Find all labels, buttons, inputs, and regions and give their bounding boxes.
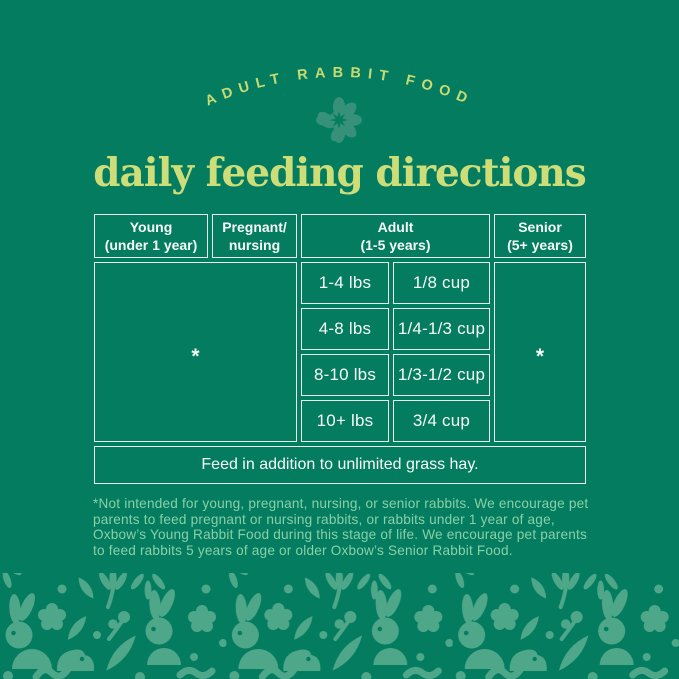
adult-weight-row4: 10+ lbs bbox=[301, 400, 389, 442]
header-pregnant-line2: nursing bbox=[228, 237, 281, 253]
senior-asterisk: * bbox=[535, 345, 545, 368]
adult-amount-row1: 1/8 cup bbox=[393, 262, 490, 304]
column-header-senior: Senior (5+ years) bbox=[494, 214, 586, 258]
adult-weight-row1: 1-4 lbs bbox=[301, 262, 389, 304]
header-pregnant-line1: Pregnant/ bbox=[222, 218, 287, 235]
header-senior-line1: Senior bbox=[518, 218, 562, 235]
adult-amount-row3: 1/3-1/2 cup bbox=[393, 354, 490, 396]
hay-note-cell: Feed in addition to unlimited grass hay. bbox=[94, 446, 586, 484]
header-adult-line2: (1-5 years) bbox=[360, 237, 431, 253]
header-young-line2: (under 1 year) bbox=[104, 237, 198, 253]
adult-amount-row2: 1/4-1/3 cup bbox=[393, 308, 490, 350]
header-young-line1: Young bbox=[129, 218, 173, 235]
column-header-adult: Adult (1-5 years) bbox=[301, 214, 490, 258]
senior-merged-cell: * bbox=[494, 262, 586, 442]
column-header-pregnant-nursing: Pregnant/ nursing bbox=[212, 214, 297, 258]
young-pregnant-asterisk: * bbox=[191, 345, 200, 368]
page-title: daily feeding directions bbox=[93, 150, 586, 196]
rabbit-leaf-pattern-band bbox=[0, 573, 679, 679]
footnote-text: *Not intended for young, pregnant, nursi… bbox=[93, 496, 589, 558]
young-pregnant-merged-cell: * bbox=[94, 262, 297, 442]
feeding-directions-table: Young (under 1 year) Pregnant/ nursing A… bbox=[94, 214, 586, 484]
header-senior-line2: (5+ years) bbox=[507, 237, 573, 253]
adult-amount-row4: 3/4 cup bbox=[393, 400, 490, 442]
flower-rosette-icon bbox=[316, 97, 362, 143]
header-adult-line1: Adult bbox=[377, 218, 414, 235]
column-header-young: Young (under 1 year) bbox=[94, 214, 208, 258]
adult-weight-row2: 4-8 lbs bbox=[301, 308, 389, 350]
adult-weight-row3: 8-10 lbs bbox=[301, 354, 389, 396]
